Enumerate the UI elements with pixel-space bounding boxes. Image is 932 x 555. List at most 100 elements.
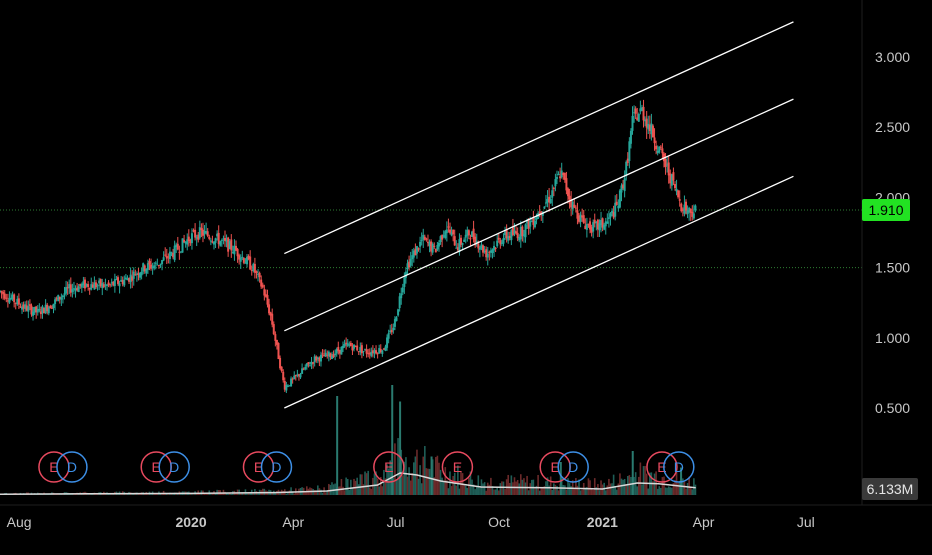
candle [603, 222, 606, 231]
candle [192, 228, 195, 233]
candle [14, 302, 17, 310]
candle [466, 226, 469, 242]
candle-body [135, 273, 138, 275]
candle [326, 350, 329, 359]
candle-body [46, 304, 49, 312]
candle [321, 349, 324, 359]
candle [257, 269, 260, 282]
candle-body [247, 255, 250, 260]
candle-body [2, 291, 5, 295]
volume-bar [609, 483, 612, 495]
volume-bar [274, 493, 277, 495]
candle-body [21, 306, 24, 310]
candle-body [178, 251, 181, 253]
time-axis[interactable]: Aug 2020 Apr Jul Oct 2021 Apr Jul [7, 514, 815, 530]
candle [521, 225, 524, 242]
earnings-marker[interactable]: E [242, 451, 275, 483]
candle [675, 179, 678, 196]
volume-bar [674, 480, 676, 495]
candle [179, 251, 182, 254]
candle-body [557, 173, 560, 176]
candle-body [326, 354, 329, 356]
earnings-marker[interactable]: E [646, 451, 678, 483]
channel-middle-line[interactable] [284, 98, 794, 332]
candle-body [313, 356, 316, 363]
candle-body [151, 266, 154, 269]
candle [280, 366, 283, 373]
earnings-marker[interactable]: E [441, 451, 474, 483]
dividend-marker[interactable]: D [557, 451, 589, 483]
volume-spike [559, 462, 562, 495]
channel-lower-line[interactable] [284, 175, 794, 409]
candle [25, 300, 28, 312]
earnings-marker[interactable]: E [539, 451, 571, 483]
candle [532, 210, 535, 230]
volume-layer [0, 385, 697, 495]
candle-body [680, 203, 683, 212]
candle-body [212, 241, 215, 245]
candle-body [318, 357, 321, 362]
candle [271, 308, 274, 328]
dividend-marker[interactable]: D [663, 451, 695, 483]
volume-bar [88, 494, 91, 495]
volume-bar [686, 483, 689, 495]
candle [609, 212, 612, 226]
volume-bar [225, 493, 228, 495]
volume-bar [642, 466, 645, 495]
candle [247, 254, 250, 261]
volume-bar [515, 481, 517, 495]
candle-body [5, 297, 8, 299]
volume-bar [535, 485, 538, 495]
volume-bar [608, 478, 610, 495]
volume-spike [399, 401, 402, 495]
candle-body [183, 239, 186, 243]
candle [43, 307, 46, 314]
candle-body [0, 290, 1, 292]
volume-bar [343, 490, 346, 495]
volume-bar [493, 489, 495, 495]
volume-bar [664, 487, 667, 495]
candle [426, 234, 429, 247]
candle-body [360, 345, 363, 354]
volume-bar [431, 459, 434, 495]
candle-body [601, 218, 604, 228]
candle [626, 152, 629, 166]
candle-body [359, 347, 362, 353]
volume-bar [595, 487, 598, 495]
channel-upper-line[interactable] [284, 21, 794, 255]
candle [293, 371, 296, 380]
candle [434, 248, 437, 253]
candle [153, 262, 156, 271]
event-label: E [152, 459, 161, 475]
dividend-marker[interactable]: D [260, 451, 293, 483]
volume-bar [562, 485, 565, 495]
candle [494, 247, 497, 253]
earnings-marker[interactable]: E [140, 451, 172, 483]
candle-body [379, 348, 382, 353]
candle-body [422, 234, 425, 240]
channel-layer[interactable] [284, 21, 794, 409]
candle [598, 219, 601, 237]
earnings-marker[interactable]: E [373, 451, 405, 483]
volume-bar [501, 481, 503, 495]
candle [334, 349, 337, 361]
candle [614, 195, 617, 221]
candle-body [205, 231, 208, 234]
volume-bar [661, 477, 664, 495]
candle [17, 293, 20, 310]
dividend-marker[interactable]: D [56, 451, 88, 483]
candle-body [460, 237, 463, 245]
volume-bar [491, 486, 494, 495]
candle [98, 277, 101, 291]
candle [121, 276, 124, 287]
candle-body [651, 125, 654, 138]
earnings-marker[interactable]: E [38, 451, 70, 483]
dividend-marker[interactable]: D [158, 451, 190, 483]
time-tick-label: Apr [282, 514, 304, 530]
volume-bar [641, 484, 643, 495]
candle-body [437, 242, 440, 247]
volume-bar [529, 483, 532, 495]
